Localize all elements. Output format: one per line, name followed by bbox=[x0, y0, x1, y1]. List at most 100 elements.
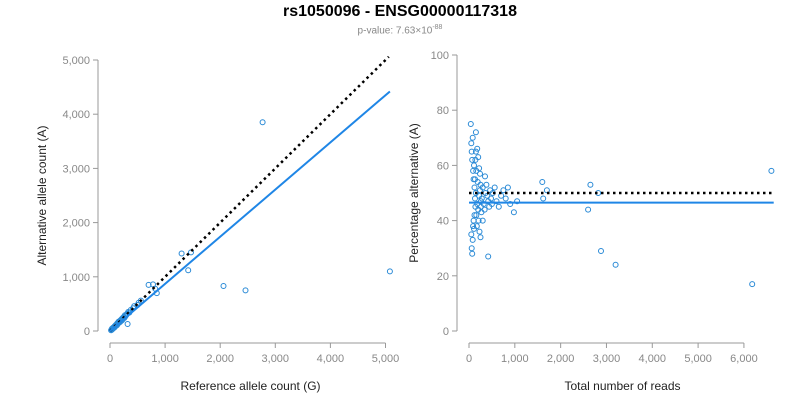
y-tick-label: 0 bbox=[443, 326, 449, 338]
data-point bbox=[488, 201, 495, 207]
data-point bbox=[483, 181, 490, 188]
x-tick-label: 0 bbox=[466, 353, 472, 365]
data-point bbox=[477, 170, 483, 177]
y-tick-label: 3,000 bbox=[62, 163, 90, 175]
x-tick-label: 5,000 bbox=[372, 353, 400, 365]
data-point bbox=[467, 121, 474, 127]
y-tick-label: 1,000 bbox=[62, 272, 90, 284]
data-point bbox=[485, 253, 492, 260]
data-point bbox=[242, 287, 249, 294]
data-point bbox=[543, 187, 550, 194]
data-point bbox=[468, 140, 475, 147]
data-point bbox=[220, 283, 227, 289]
data-point bbox=[468, 148, 475, 155]
data-point bbox=[480, 201, 487, 207]
data-point bbox=[472, 176, 478, 183]
data-point bbox=[469, 250, 476, 257]
x-tick-label: 4,000 bbox=[639, 353, 667, 365]
data-point bbox=[479, 184, 486, 191]
chart-subtitle: p-value: 7.63×10-88 bbox=[0, 24, 800, 36]
data-point bbox=[471, 212, 478, 219]
data-point bbox=[185, 267, 192, 274]
data-point bbox=[476, 228, 483, 235]
data-point bbox=[468, 231, 475, 238]
x-tick-label: 6,000 bbox=[730, 353, 758, 365]
data-point bbox=[493, 198, 500, 205]
data-point bbox=[472, 195, 478, 202]
y-tick-label: 40 bbox=[437, 216, 449, 228]
data-point bbox=[386, 268, 393, 275]
chart-title: rs1050096 - ENSG00000117318 bbox=[283, 3, 517, 20]
data-point bbox=[471, 162, 477, 169]
data-point bbox=[472, 148, 479, 155]
data-point bbox=[587, 181, 594, 188]
x-tick-label: 3,000 bbox=[262, 353, 290, 365]
data-point bbox=[145, 281, 152, 288]
data-point bbox=[540, 195, 547, 202]
data-point bbox=[507, 201, 514, 207]
data-point bbox=[478, 209, 485, 216]
data-point bbox=[469, 134, 476, 141]
p-value-text: p-value: 7.63×10 bbox=[357, 25, 433, 37]
y-tick-label: 80 bbox=[437, 105, 449, 117]
y-tick-label: 0 bbox=[84, 326, 90, 338]
data-point bbox=[468, 245, 475, 252]
data-point bbox=[259, 119, 266, 126]
data-point bbox=[478, 195, 485, 202]
data-point bbox=[585, 206, 592, 213]
data-point bbox=[768, 167, 775, 174]
data-point bbox=[471, 184, 478, 191]
data-point bbox=[514, 198, 521, 205]
y-axis-label: Alternative allele count (A) bbox=[35, 125, 49, 265]
x-tick-label: 1,000 bbox=[501, 353, 529, 365]
data-point bbox=[479, 217, 486, 224]
x-tick-label: 0 bbox=[107, 353, 113, 365]
data-point bbox=[476, 165, 483, 172]
data-point bbox=[469, 156, 476, 163]
data-point bbox=[488, 195, 494, 202]
data-point bbox=[472, 129, 479, 136]
y-tick-label: 2,000 bbox=[62, 218, 90, 230]
data-point bbox=[481, 206, 488, 213]
data-point bbox=[477, 234, 484, 241]
data-point bbox=[482, 173, 488, 180]
x-tick-label: 4,000 bbox=[317, 353, 345, 365]
x-axis-label: Total number of reads bbox=[564, 379, 680, 393]
data-point bbox=[178, 250, 185, 257]
data-point bbox=[495, 203, 502, 210]
y-tick-label: 5,000 bbox=[62, 55, 90, 67]
data-point bbox=[474, 145, 481, 152]
y-axis-label: Percentage alternative (A) bbox=[407, 123, 421, 262]
data-point bbox=[471, 225, 477, 232]
data-point bbox=[469, 236, 476, 243]
x-tick-label: 5,000 bbox=[684, 353, 712, 365]
x-tick-label: 1,000 bbox=[151, 353, 179, 365]
data-point bbox=[473, 212, 480, 219]
data-point bbox=[470, 223, 477, 230]
y-tick-label: 100 bbox=[431, 50, 449, 62]
data-point bbox=[124, 321, 131, 327]
data-point bbox=[612, 261, 619, 268]
x-tick-label: 2,000 bbox=[206, 353, 234, 365]
fit-line bbox=[109, 90, 391, 332]
p-value-exponent: -88 bbox=[432, 24, 443, 31]
y-tick-label: 60 bbox=[437, 160, 449, 172]
data-point bbox=[598, 248, 604, 254]
reference-line bbox=[109, 55, 390, 332]
data-point bbox=[491, 184, 498, 191]
data-point bbox=[137, 297, 144, 304]
y-tick-label: 20 bbox=[437, 271, 449, 283]
data-point bbox=[539, 179, 546, 185]
data-point bbox=[475, 154, 482, 161]
data-point bbox=[504, 184, 511, 191]
data-point bbox=[749, 281, 756, 288]
y-tick-label: 4,000 bbox=[62, 109, 90, 121]
data-point bbox=[502, 195, 509, 202]
x-tick-label: 3,000 bbox=[593, 353, 621, 365]
x-tick-label: 2,000 bbox=[547, 353, 575, 365]
x-axis-label: Reference allele count (G) bbox=[180, 379, 320, 393]
data-point bbox=[500, 187, 507, 194]
